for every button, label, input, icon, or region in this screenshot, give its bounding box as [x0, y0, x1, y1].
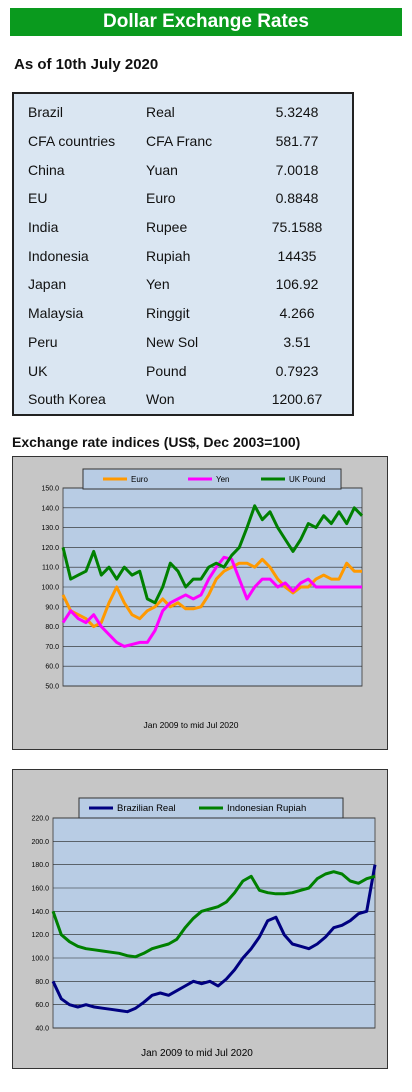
rate-row: Japan Yen 106.92: [28, 270, 352, 299]
y-tick-label: 70.0: [45, 644, 59, 651]
series-line-indonesian-rupiah: [51, 870, 376, 959]
chart-euro-yen-pound: 50.0 60.0 70.0 80.0 90.0 100.0 110.0 120.0 130.0…: [12, 456, 388, 750]
rate-country: South Korea: [28, 391, 106, 408]
rate-currency: Ringgit: [146, 305, 190, 322]
rate-country: Japan: [28, 276, 67, 293]
rate-currency: Pound: [146, 362, 187, 379]
rate-country: UK: [28, 362, 48, 379]
y-tick-label: 220.0: [31, 816, 49, 823]
series-line-yen: [61, 555, 362, 648]
legend-label: Indonesian Rupiah: [227, 803, 306, 814]
y-tick-label: 130.0: [41, 525, 59, 532]
rate-row: Malaysia Ringgit 4.266: [28, 299, 352, 328]
rate-rate: 0.8848: [275, 190, 319, 207]
rate-currency: Rupiah: [146, 247, 191, 264]
rate-currency: Yuan: [146, 161, 178, 178]
as-of-date: As of 10th July 2020: [14, 56, 159, 73]
rate-rate: 3.51: [283, 333, 311, 350]
rate-row: Brazil Real 5.3248: [28, 98, 352, 127]
page-title: Dollar Exchange Rates: [10, 8, 402, 36]
rates-table: Brazil Real 5.3248 CFA countries CFA Franc 58…: [28, 98, 352, 414]
indices-title: Exchange rate indices (US$, Dec 2003=100…: [12, 434, 301, 450]
x-axis-label: Jan 2009 to mid Jul 2020: [144, 720, 239, 730]
legend-label: Euro: [131, 475, 148, 484]
rate-row: South Korea Won 1200.67: [28, 385, 352, 414]
rate-row: India Rupee 75.1588: [28, 213, 352, 242]
rate-country: CFA countries: [28, 133, 116, 150]
rate-rate: 4.266: [279, 305, 315, 322]
legend-label: Yen: [216, 475, 230, 484]
y-tick-label: 110.0: [42, 565, 59, 572]
x-axis-label: Jan 2009 to mid Jul 2020: [141, 1048, 253, 1059]
rate-currency: Rupee: [146, 219, 188, 236]
series-line-uk-pound: [61, 504, 364, 605]
plot-area: [52, 817, 376, 1029]
y-tick-label: 60.0: [35, 1002, 49, 1009]
rate-currency: Euro: [146, 190, 176, 207]
y-tick-label: 120.0: [31, 932, 49, 939]
rate-country: India: [28, 219, 59, 236]
rate-country: Malaysia: [28, 305, 84, 322]
rate-row: EU Euro 0.8848: [28, 184, 352, 213]
legend-label: UK Pound: [289, 475, 325, 484]
y-tick-label: 120.0: [41, 545, 59, 552]
legend-label: Brazilian Real: [117, 803, 176, 814]
y-tick-label: 140.0: [41, 505, 59, 512]
y-tick-label: 160.0: [31, 886, 49, 893]
y-tick-label: 90.0: [45, 604, 59, 611]
rate-rate: 581.77: [275, 133, 319, 150]
y-tick-label: 40.0: [35, 1026, 49, 1033]
rate-country: Peru: [28, 333, 58, 350]
rate-row: CFA countries CFA Franc 581.77: [28, 127, 352, 156]
rate-rate: 5.3248: [275, 104, 319, 121]
y-tick-label: 150.0: [41, 486, 59, 493]
y-tick-label: 80.0: [35, 979, 49, 986]
rate-currency: New Sol: [146, 333, 199, 350]
rate-currency: Yen: [146, 276, 170, 293]
rate-rate: 7.0018: [275, 161, 319, 178]
rate-rate: 1200.67: [271, 391, 323, 408]
rate-row: China Yuan 7.0018: [28, 155, 352, 184]
y-tick-label: 50.0: [45, 684, 59, 691]
y-tick-label: 60.0: [45, 664, 59, 671]
rate-country: Indonesia: [28, 247, 89, 264]
rates-table-box: Brazil Real 5.3248 CFA countries CFA Franc 58…: [12, 92, 354, 416]
y-tick-label: 80.0: [45, 624, 59, 631]
y-tick-label: 200.0: [31, 839, 49, 846]
rate-currency: CFA Franc: [146, 133, 213, 150]
rate-rate: 0.7923: [275, 362, 319, 379]
rate-row: UK Pound 0.7923: [28, 356, 352, 385]
rate-currency: Won: [146, 391, 175, 408]
rate-country: China: [28, 161, 65, 178]
rate-row: Indonesia Rupiah 14435: [28, 241, 352, 270]
y-tick-label: 100.0: [31, 956, 49, 963]
chart-svg-2: 40.0 60.0 80.0 100.0 120.0 140.0 160.0 180.0 200…: [31, 797, 377, 1059]
rate-row: Peru New Sol 3.51: [28, 328, 352, 357]
rate-currency: Real: [146, 104, 175, 121]
series-line-brazilian-real: [51, 864, 377, 1014]
chart-svg-1: 50.0 60.0 70.0 80.0 90.0 100.0 110.0 120.0 130.0…: [41, 468, 364, 730]
rate-rate: 106.92: [275, 276, 319, 293]
rate-country: EU: [28, 190, 48, 207]
y-tick-label: 100.0: [41, 585, 59, 592]
y-tick-label: 140.0: [31, 909, 49, 916]
rate-rate: 75.1588: [271, 219, 323, 236]
chart-real-rupiah: 40.0 60.0 80.0 100.0 120.0 140.0 160.0 180.0 200…: [12, 769, 388, 1069]
y-tick-label: 180.0: [31, 862, 49, 869]
rate-country: Brazil: [28, 104, 64, 121]
rate-rate: 14435: [277, 247, 317, 264]
